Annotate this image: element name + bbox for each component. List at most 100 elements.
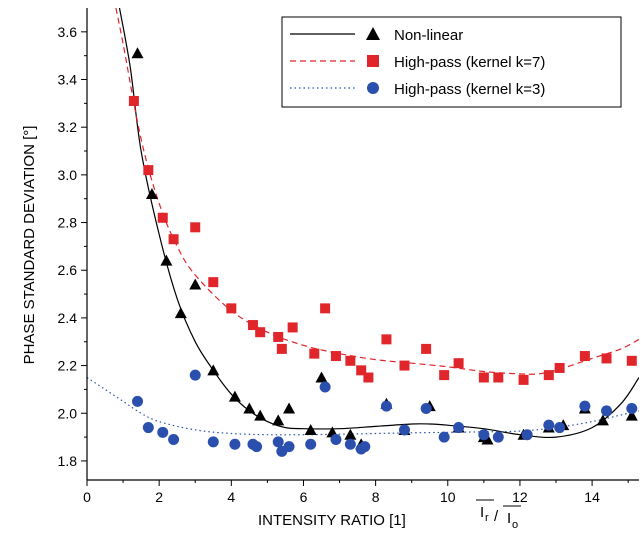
data-point-highpass-k7 [128,95,139,106]
legend-label-highpass-k7: High-pass (kernel k=7) [394,54,545,71]
data-point-highpass-k3 [168,433,180,445]
data-point-highpass-k7 [309,348,320,359]
data-point-nonlinear [344,428,357,440]
data-point-highpass-k7 [345,355,356,366]
data-point-highpass-k7 [453,358,464,369]
data-point-highpass-k7 [320,303,331,314]
data-point-highpass-k7 [543,370,554,381]
data-point-highpass-k3 [319,381,331,393]
legend-box [281,16,622,108]
data-point-nonlinear [272,414,285,426]
data-point-highpass-k3 [157,426,169,438]
y-tick-label: 2.0 [58,405,78,421]
data-point-nonlinear [189,278,202,290]
plot-marks [87,8,639,457]
data-point-highpass-k3 [398,424,410,436]
data-point-nonlinear [145,187,158,199]
data-point-highpass-k3 [344,438,356,450]
y-axis-label: PHASE STANDARD DEVIATION [°] [21,126,38,365]
fit-curve-series-2 [87,377,639,436]
legend-marker-square [367,55,379,67]
data-point-highpass-k3 [142,422,154,434]
data-point-nonlinear [625,409,638,421]
x-tick-label: 12 [512,489,528,505]
data-point-highpass-k3 [554,422,566,434]
ratio-numerator-sub: r [485,512,489,524]
data-point-nonlinear [304,423,317,435]
ratio-numerator: I [480,504,484,521]
data-point-nonlinear [315,371,328,383]
data-point-highpass-k7 [190,222,201,233]
data-point-nonlinear [596,414,609,426]
data-point-nonlinear [228,390,241,402]
data-point-highpass-k3 [626,402,638,414]
legend-marker-circle [367,82,379,94]
ticks: 0 2 4 6 8 10 12 14 1.8 2.0 2.2 2.4 2.6 2.8 3.0 3.2 3.4 3.… [58,24,629,505]
data-point-highpass-k7 [157,212,168,223]
data-point-highpass-k7 [439,370,450,381]
data-point-highpass-k7 [601,353,612,364]
data-point-highpass-k3 [521,429,533,441]
data-point-highpass-k7 [381,334,392,345]
ratio-slash: / [494,508,499,525]
data-point-highpass-k7 [143,165,154,176]
x-tick-label: 10 [440,489,456,505]
legend-label-highpass-k3: High-pass (kernel k=3) [394,81,545,98]
ratio-denominator-sub: o [512,519,518,531]
data-point-nonlinear [283,402,296,414]
data-point-highpass-k3 [380,400,392,412]
data-point-highpass-k7 [554,362,565,373]
axes [86,8,639,481]
data-point-highpass-k7 [273,331,284,342]
data-point-nonlinear [254,409,267,421]
data-point-highpass-k3 [207,436,219,448]
data-point-highpass-k3 [492,431,504,443]
data-point-highpass-k3 [305,438,317,450]
data-point-highpass-k7 [421,343,432,354]
data-point-highpass-k7 [579,351,590,362]
data-point-highpass-k3 [543,419,555,431]
x-tick-label: 2 [155,489,163,505]
data-point-highpass-k7 [276,343,287,354]
data-point-highpass-k3 [330,433,342,445]
data-point-highpass-k7 [518,374,529,385]
data-point-highpass-k7 [330,351,341,362]
data-point-highpass-k3 [478,429,490,441]
y-tick-label: 3.2 [58,119,78,135]
x-tick-label: 14 [584,489,600,505]
data-point-highpass-k7 [247,320,258,331]
x-tick-label: 0 [83,489,91,505]
data-point-highpass-k3 [359,441,371,453]
data-point-highpass-k7 [363,372,374,383]
data-point-nonlinear [174,307,187,319]
x-axis-title: INTENSITY RATIO [1] I r / I o [258,499,521,531]
data-point-highpass-k7 [208,277,219,288]
data-point-nonlinear [481,433,494,445]
data-point-highpass-k3 [579,400,591,412]
data-point-highpass-k3 [420,402,432,414]
legend: Non-linear High-pass (kernel k=7) High-p… [281,16,622,108]
data-point-highpass-k3 [283,441,295,453]
data-point-highpass-k7 [255,327,266,338]
data-point-highpass-k3 [229,438,241,450]
x-tick-label: 4 [227,489,235,505]
data-point-highpass-k3 [189,369,201,381]
data-point-highpass-k7 [478,372,489,383]
data-point-highpass-k7 [226,303,237,314]
data-point-highpass-k7 [399,360,410,371]
data-point-highpass-k7 [626,355,637,366]
data-point-nonlinear [243,402,256,414]
y-tick-label: 3.4 [58,72,78,88]
legend-marker-triangle [366,27,380,40]
data-point-highpass-k3 [132,395,144,407]
ratio-denominator: I [507,510,511,527]
data-point-nonlinear [131,47,144,59]
data-point-highpass-k3 [453,422,465,434]
y-tick-label: 1.8 [58,453,78,469]
data-point-highpass-k3 [601,405,613,417]
x-axis-label: INTENSITY RATIO [1] [258,512,406,529]
data-point-highpass-k3 [251,441,263,453]
data-point-highpass-k7 [356,365,367,376]
y-tick-label: 3.0 [58,167,78,183]
data-point-highpass-k3 [272,436,284,448]
